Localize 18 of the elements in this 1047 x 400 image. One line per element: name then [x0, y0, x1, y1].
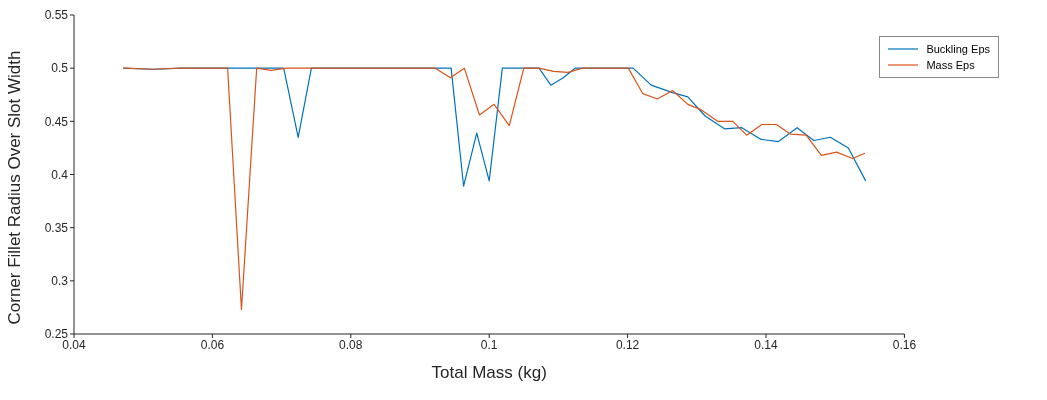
legend-label: Mass Eps [926, 59, 975, 71]
line-series [122, 67, 866, 311]
y-tick-label: 0.5 [51, 61, 69, 76]
y-axis-title: Corner Fillet Radius Over Slot Width [5, 50, 25, 325]
y-tick-label: 0.35 [44, 220, 69, 235]
legend-label: Buckling Eps [926, 43, 990, 55]
x-tick-label: 0.12 [615, 337, 640, 352]
x-tick-label: 0.04 [62, 337, 86, 352]
y-tick-label: 0.3 [51, 274, 69, 289]
x-tick-label: 0.14 [754, 337, 779, 352]
y-tick-label: 0.45 [44, 114, 69, 129]
x-tick-label: 0.06 [200, 337, 225, 352]
x-tick-label: 0.16 [892, 337, 917, 352]
x-axis-title: Total Mass (kg) [431, 363, 547, 382]
y-tick-label: 0.55 [44, 8, 69, 23]
x-tick-label: 0.1 [480, 337, 498, 352]
x-tick-label: 0.08 [339, 337, 363, 352]
y-tick-label: 0.4 [51, 167, 69, 182]
